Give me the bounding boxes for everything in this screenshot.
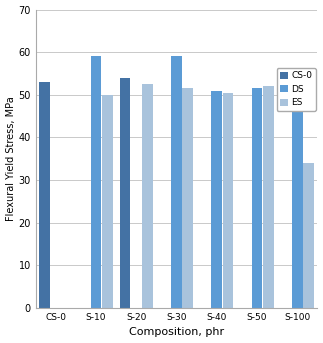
Bar bbox=[171, 57, 182, 308]
Bar bbox=[252, 88, 263, 308]
Bar bbox=[182, 88, 193, 308]
Bar bbox=[303, 163, 314, 308]
Bar bbox=[211, 91, 222, 308]
Bar bbox=[120, 78, 130, 308]
Bar bbox=[292, 93, 303, 308]
Y-axis label: Flexural Yield Stress, MPa: Flexural Yield Stress, MPa bbox=[5, 96, 16, 221]
Bar bbox=[102, 95, 113, 308]
Bar bbox=[90, 57, 101, 308]
Bar bbox=[142, 84, 153, 308]
Legend: CS-0, DS, ES: CS-0, DS, ES bbox=[277, 68, 316, 111]
Bar bbox=[263, 86, 274, 308]
Bar bbox=[39, 82, 50, 308]
Bar bbox=[223, 93, 234, 308]
X-axis label: Composition, phr: Composition, phr bbox=[129, 328, 224, 338]
